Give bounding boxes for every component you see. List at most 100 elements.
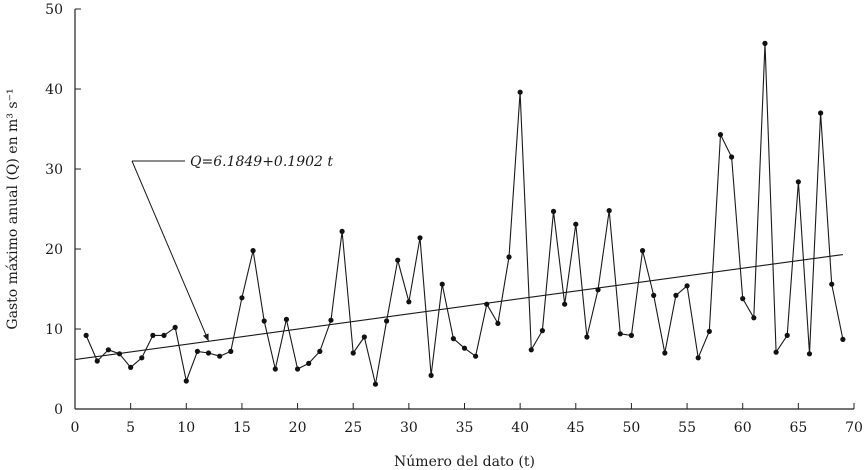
data-point [172, 324, 178, 330]
data-point [728, 154, 735, 160]
data-point [183, 378, 189, 384]
y-tick-label: 30 [45, 162, 63, 178]
data-point [662, 350, 668, 356]
y-tick-label: 40 [45, 82, 63, 98]
data-point [306, 360, 312, 366]
data-point [473, 353, 479, 359]
data-point [706, 328, 712, 334]
data-point [595, 287, 601, 293]
data-point [83, 332, 89, 338]
data-point [194, 348, 201, 354]
x-tick-label: 0 [71, 420, 80, 436]
data-point [795, 179, 801, 185]
data-point [740, 296, 746, 302]
data-point [606, 208, 612, 214]
data-point [550, 208, 557, 214]
data-point [139, 355, 145, 361]
x-tick-label: 60 [734, 420, 752, 436]
data-point [717, 132, 724, 138]
data-point [161, 332, 167, 338]
data-point [205, 350, 212, 356]
data-point [317, 348, 323, 354]
trend-equation-label: Q=6.1849+0.1902 t [190, 154, 333, 170]
data-point [128, 364, 134, 370]
data-point [150, 332, 156, 338]
data-point [361, 334, 367, 340]
series-line [85, 42, 844, 385]
x-tick-label: 25 [344, 420, 362, 436]
data-point [395, 257, 401, 263]
data-point [628, 332, 635, 338]
annotation-arrow-line [131, 160, 210, 342]
x-ticks: 0 5 10 15 20 25 30 35 40 45 50 55 60 65 70 [71, 403, 863, 436]
x-tick-label: 50 [623, 420, 641, 436]
data-point [773, 349, 779, 355]
x-tick-label: 20 [289, 420, 307, 436]
data-point [428, 372, 434, 378]
data-point [617, 331, 623, 337]
data-point [506, 254, 512, 260]
y-axis-title: Gasto máximo anual (Q) en m³ s⁻¹ [5, 88, 21, 329]
y-tick-label: 0 [54, 402, 63, 418]
y-ticks: 0 10 20 30 40 50 [45, 2, 81, 418]
data-point [384, 318, 390, 324]
data-point [562, 301, 568, 307]
data-point [840, 336, 846, 342]
data-point [450, 336, 456, 342]
data-point [461, 345, 468, 351]
data-point [695, 355, 701, 361]
x-tick-label: 70 [845, 420, 863, 436]
trend-line [74, 253, 843, 361]
data-point [806, 351, 813, 357]
annotation: Q=6.1849+0.1902 t [131, 154, 333, 342]
data-point [272, 366, 278, 372]
data-point [684, 283, 690, 289]
x-tick-label: 40 [511, 420, 529, 436]
x-tick-label: 35 [456, 420, 474, 436]
data-point [339, 228, 345, 234]
data-point [439, 281, 445, 287]
data-point [495, 320, 501, 326]
data-point [539, 328, 546, 334]
data-point [239, 295, 245, 301]
points-layer [83, 40, 846, 387]
data-point [406, 299, 412, 305]
data-point [261, 318, 267, 324]
x-tick-label: 45 [567, 420, 585, 436]
data-point [818, 110, 824, 116]
data-point [762, 40, 768, 47]
y-tick-label: 10 [45, 322, 63, 338]
data-point [751, 315, 757, 321]
y-tick-label: 20 [45, 242, 63, 258]
data-point [116, 351, 123, 357]
annotation-arrowhead [203, 333, 209, 341]
data-point [105, 347, 111, 353]
data-point [372, 381, 379, 387]
data-point [94, 358, 100, 364]
x-tick-label: 30 [400, 420, 418, 436]
data-point [283, 316, 290, 322]
data-point [784, 332, 790, 338]
data-point [517, 89, 523, 95]
series-layer [85, 42, 844, 385]
x-tick-label: 10 [177, 420, 195, 436]
x-tick-label: 15 [233, 420, 251, 436]
data-point [217, 353, 223, 359]
data-point [417, 235, 423, 241]
x-axis-title: Número del dato (t) [394, 454, 535, 470]
data-point [829, 281, 835, 287]
data-point [250, 248, 256, 254]
data-point [484, 301, 490, 307]
data-point [528, 347, 534, 353]
y-tick-label: 50 [45, 2, 63, 18]
data-point [651, 292, 657, 298]
x-tick-label: 55 [678, 420, 696, 436]
data-point [328, 317, 334, 323]
data-point [350, 350, 356, 356]
data-point [294, 366, 301, 372]
data-point [639, 248, 646, 254]
data-point [573, 221, 579, 227]
data-point [228, 348, 234, 354]
data-point [673, 292, 679, 298]
